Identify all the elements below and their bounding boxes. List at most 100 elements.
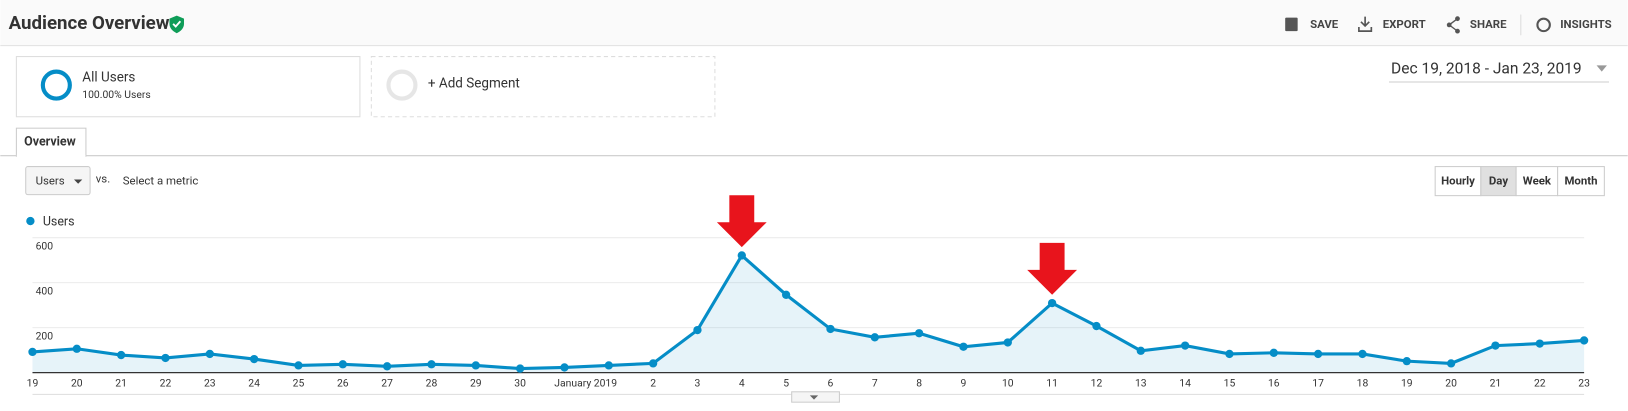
- x-tick-label: 27: [381, 377, 393, 390]
- annotation-arrow: [1027, 242, 1078, 295]
- x-tick-label: 20: [1445, 377, 1457, 390]
- metric-dropdown[interactable]: [25, 166, 91, 196]
- data-point: [205, 349, 214, 359]
- data-point: [826, 324, 835, 334]
- x-tick-label: 30: [514, 377, 526, 390]
- data-point: [1313, 349, 1323, 359]
- line: [32, 253, 1585, 371]
- data-point: [72, 344, 81, 353]
- data-point: [1358, 349, 1367, 359]
- select-metric-link[interactable]: Select a metric: [123, 174, 199, 188]
- x-tick-label: 12: [1091, 377, 1103, 390]
- x-tick-label: 28: [426, 377, 438, 390]
- share-icon[interactable]: [1446, 16, 1460, 34]
- page-title: Audience Overview: [9, 12, 170, 34]
- save-icon[interactable]: [1285, 17, 1298, 32]
- x-tick-label: 16: [1268, 377, 1280, 390]
- x-tick-label: 24: [248, 377, 260, 390]
- data-point: [737, 251, 746, 260]
- x-tick-label: 20: [71, 377, 83, 390]
- x-tick-label: 17: [1312, 377, 1324, 390]
- granularity-label[interactable]: Hourly: [1441, 174, 1475, 188]
- segment-card[interactable]: [15, 56, 361, 118]
- data-point: [427, 360, 436, 369]
- verified-icon: [169, 15, 185, 34]
- expand-arrow: [809, 395, 819, 400]
- export-button[interactable]: EXPORT: [1383, 17, 1426, 31]
- x-tick-label: 23: [1578, 377, 1590, 390]
- x-tick-label: 4: [739, 377, 745, 390]
- annotation-arrow: [716, 195, 767, 248]
- data-point: [1180, 341, 1190, 350]
- dropdown-arrow: [73, 179, 83, 184]
- data-point: [1491, 341, 1500, 350]
- data-point: [1225, 349, 1234, 359]
- data-point: [249, 354, 259, 364]
- data-point: [294, 361, 303, 370]
- data-point: [914, 329, 924, 338]
- data-point: [1269, 348, 1278, 357]
- data-point: [1047, 298, 1057, 308]
- x-tick-label: 13: [1135, 377, 1147, 390]
- data-point: [382, 362, 392, 371]
- x-tick-label: 21: [1490, 377, 1502, 390]
- data-point: [338, 360, 347, 369]
- granularity-button[interactable]: [1557, 166, 1605, 197]
- export-icon[interactable]: [1358, 16, 1373, 32]
- data-point: [1092, 321, 1101, 331]
- x-tick-label: 10: [1002, 377, 1014, 390]
- data-point: [515, 364, 525, 373]
- data-point: [1136, 346, 1145, 355]
- x-tick-label: 19: [27, 377, 39, 390]
- add-segment-ring: [386, 69, 418, 101]
- share-button[interactable]: SHARE: [1470, 17, 1507, 31]
- data-point: [161, 353, 170, 363]
- legend-dot: [26, 216, 35, 226]
- data-point: [693, 325, 702, 335]
- data-point: [471, 361, 480, 370]
- x-tick-label: 15: [1224, 377, 1236, 390]
- x-tick-label: 8: [916, 377, 922, 390]
- x-tick-label: 6: [828, 377, 834, 390]
- granularity-group: Hourly Day Week Month: [1434, 166, 1605, 197]
- x-tick-label: 26: [337, 377, 349, 390]
- data-point: [648, 359, 658, 368]
- data-point: [116, 350, 126, 360]
- date-dropdown-arrow[interactable]: [1596, 65, 1607, 72]
- x-tick-label: 9: [961, 377, 967, 390]
- x-tick-label: 14: [1179, 377, 1191, 390]
- area: [32, 255, 1585, 373]
- x-tick-label: 25: [293, 377, 305, 390]
- data-point: [1579, 336, 1589, 345]
- metric-label[interactable]: Users: [36, 174, 65, 188]
- granularity-label[interactable]: Day: [1489, 174, 1508, 188]
- granularity-button[interactable]: [1480, 166, 1517, 197]
- save-button[interactable]: SAVE: [1310, 17, 1339, 31]
- x-tick-label: 18: [1357, 377, 1369, 390]
- x-tick-label: 7: [872, 377, 878, 390]
- tab-label[interactable]: Overview: [24, 134, 76, 149]
- date-range[interactable]: Dec 19, 2018 - Jan 23, 2019: [1391, 60, 1582, 78]
- vs-label: vs.: [96, 172, 110, 186]
- x-tick-label: 3: [695, 377, 701, 390]
- data-point: [870, 333, 879, 342]
- y-tick-label: 200: [36, 330, 54, 343]
- insights-button[interactable]: INSIGHTS: [1560, 17, 1611, 31]
- granularity-label[interactable]: Month: [1564, 174, 1597, 188]
- x-tick-label: 5: [783, 377, 789, 390]
- x-tick-label: 23: [204, 377, 216, 390]
- add-segment[interactable]: + Add Segment: [428, 76, 520, 92]
- add-segment-card[interactable]: [370, 56, 716, 118]
- insights-icon[interactable]: [1536, 17, 1551, 33]
- x-tick-label: 22: [1534, 377, 1546, 390]
- granularity-label[interactable]: Week: [1523, 174, 1552, 188]
- legend-label: Users: [43, 214, 75, 229]
- x-tick-label: 11: [1046, 377, 1058, 390]
- data-point: [1535, 339, 1544, 348]
- data-point: [959, 342, 968, 351]
- tab[interactable]: [15, 127, 87, 157]
- x-tick-label: 2: [650, 377, 656, 390]
